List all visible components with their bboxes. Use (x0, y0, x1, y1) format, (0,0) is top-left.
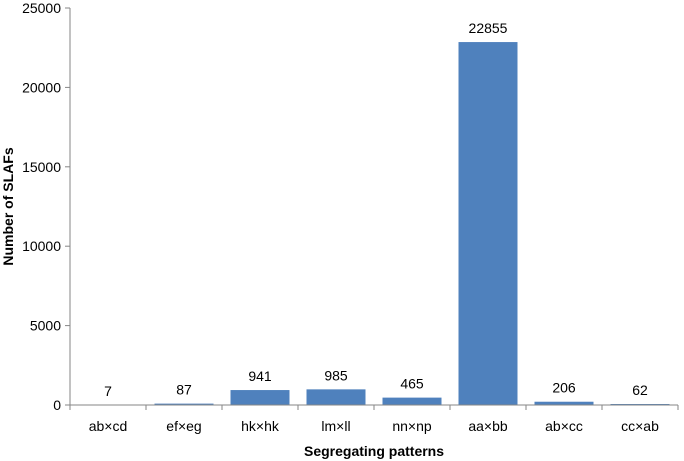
y-tick-label: 15000 (22, 159, 61, 175)
bar (154, 403, 214, 405)
x-tick-label: ab×cc (545, 418, 583, 434)
bar (382, 397, 442, 405)
data-label: 7 (104, 383, 112, 399)
data-label: 985 (324, 367, 348, 383)
y-tick-label: 10000 (22, 238, 61, 254)
x-tick-label: ab×cd (89, 418, 128, 434)
y-tick-label: 25000 (22, 0, 61, 16)
y-axis-ticks: 0 5000 10000 15000 20000 25000 (22, 0, 70, 413)
bars (78, 42, 670, 406)
data-labels: 7 87 941 985 465 22855 206 62 (104, 20, 648, 399)
data-label: 62 (632, 382, 648, 398)
y-tick-label: 0 (53, 397, 61, 413)
data-label: 465 (400, 376, 424, 392)
x-axis-title: Segregating patterns (304, 443, 444, 459)
data-label: 206 (552, 380, 576, 396)
y-tick-label: 20000 (22, 79, 61, 95)
bar (306, 389, 366, 405)
bar (534, 401, 594, 405)
y-axis-title: Number of SLAFs (0, 147, 16, 265)
bar (458, 42, 518, 406)
x-tick-label: aa×bb (468, 418, 508, 434)
data-label: 22855 (469, 20, 508, 36)
data-label: 941 (248, 368, 272, 384)
x-tick-label: ef×eg (166, 418, 201, 434)
x-tick-label: nn×np (392, 418, 432, 434)
x-axis-ticks: ab×cd ef×eg hk×hk lm×ll nn×np aa×bb ab×cc cc×ab (69, 405, 679, 434)
data-label: 87 (176, 382, 192, 398)
bar (230, 390, 290, 405)
x-tick-label: lm×ll (321, 418, 350, 434)
x-tick-label: cc×ab (621, 418, 659, 434)
y-tick-label: 5000 (30, 318, 61, 334)
x-tick-label: hk×hk (241, 418, 280, 434)
